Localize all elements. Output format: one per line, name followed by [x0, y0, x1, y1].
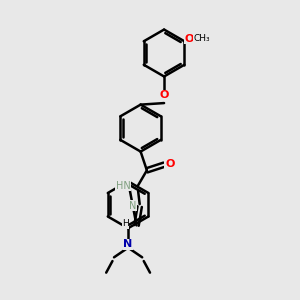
Text: N: N	[124, 239, 133, 250]
Text: O: O	[184, 34, 194, 44]
Text: H: H	[122, 219, 129, 228]
Text: CH₃: CH₃	[194, 34, 211, 43]
Text: O: O	[160, 90, 169, 100]
Text: N: N	[129, 201, 136, 211]
Text: O: O	[165, 159, 174, 169]
Text: HN: HN	[116, 181, 130, 191]
